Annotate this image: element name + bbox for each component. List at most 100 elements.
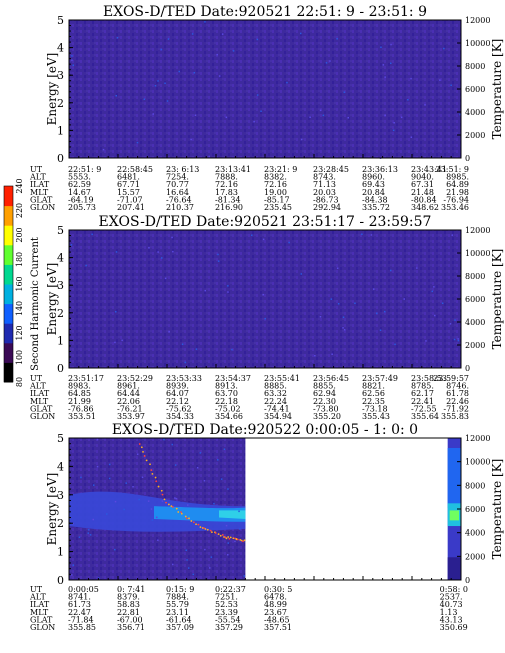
ephemeris-value: 22:51: 9 bbox=[68, 165, 101, 174]
temperature-point bbox=[219, 534, 222, 537]
ephemeris-value: 23:28:45 bbox=[313, 165, 349, 174]
speckle bbox=[424, 104, 426, 106]
ephemeris-value: 22.81 bbox=[117, 608, 140, 617]
speckle bbox=[449, 323, 452, 325]
ephemeris-value: 348.62 bbox=[411, 203, 439, 212]
ephemeris-row-label: UT bbox=[30, 374, 43, 383]
speckle bbox=[288, 241, 290, 244]
speckle bbox=[204, 289, 206, 292]
ephemeris-row-label: ALT bbox=[29, 173, 46, 182]
speckle bbox=[457, 339, 460, 342]
ephemeris-value: 63.32 bbox=[264, 389, 287, 398]
speckle bbox=[218, 75, 221, 77]
speckle bbox=[390, 62, 392, 64]
speckle bbox=[136, 141, 139, 144]
colorbar-segment bbox=[4, 244, 13, 265]
speckle bbox=[239, 528, 241, 530]
ephemeris-value: 355.20 bbox=[313, 412, 341, 421]
speckle bbox=[157, 251, 159, 253]
colorbar-label: Second Harmonic Current bbox=[30, 237, 41, 371]
speckle bbox=[188, 567, 190, 569]
ephemeris-value: 354.94 bbox=[264, 412, 292, 421]
ephemeris-value: 354.33 bbox=[166, 412, 194, 421]
temperature-point bbox=[142, 450, 144, 453]
speckle bbox=[190, 138, 192, 141]
ephemeris-value: 8913. bbox=[215, 382, 238, 391]
temperature-point bbox=[161, 493, 164, 496]
temperature-point bbox=[235, 538, 238, 541]
speckle bbox=[121, 339, 123, 342]
speckle bbox=[92, 518, 94, 521]
speckle bbox=[410, 77, 412, 80]
y-tick-label: 2 bbox=[57, 307, 64, 320]
ephemeris-value: 5553. bbox=[68, 173, 91, 182]
speckle bbox=[71, 59, 73, 61]
speckle bbox=[115, 95, 117, 97]
energy-band-peak bbox=[219, 510, 246, 519]
temperature-point bbox=[188, 517, 190, 520]
ephemeris-value: 0:00:05 bbox=[68, 585, 99, 594]
colorbar-segment bbox=[4, 225, 13, 246]
speckle bbox=[204, 21, 206, 23]
speckle bbox=[154, 85, 157, 87]
temperature-point bbox=[239, 538, 242, 541]
late-strip-low bbox=[447, 557, 461, 580]
ephemeris-value: 69.43 bbox=[362, 180, 385, 189]
ephemeris-value: 22.24 bbox=[264, 397, 287, 406]
speckle bbox=[213, 502, 215, 505]
speckle bbox=[178, 70, 180, 73]
speckle bbox=[325, 62, 328, 64]
temperature-point bbox=[180, 511, 182, 513]
ephemeris-row-label: ILAT bbox=[30, 600, 50, 609]
ephemeris-value: 356.71 bbox=[117, 623, 145, 632]
y-tick-label: 5 bbox=[57, 14, 64, 27]
speckle bbox=[196, 467, 199, 469]
ephemeris-value: 19.00 bbox=[264, 188, 287, 197]
speckle bbox=[204, 548, 206, 551]
ephemeris-value: 23:51: 9 bbox=[436, 165, 469, 174]
temperature-point bbox=[195, 523, 197, 526]
speckle bbox=[172, 250, 174, 253]
temperature-point bbox=[145, 459, 148, 462]
ephemeris-row-label: ILAT bbox=[30, 389, 50, 398]
speckle bbox=[330, 298, 333, 300]
ephemeris-value: 22.18 bbox=[215, 397, 238, 406]
ephemeris-value: 23:52:29 bbox=[117, 374, 153, 383]
ephemeris-row-label: GLAT bbox=[30, 404, 53, 413]
ephemeris-value: 0: 7:41 bbox=[117, 585, 145, 594]
speckle bbox=[167, 38, 170, 40]
ephemeris-row-label: UT bbox=[30, 165, 43, 174]
y2-tick-label: 8000 bbox=[465, 272, 485, 281]
speckle bbox=[329, 60, 331, 62]
speckle bbox=[216, 53, 218, 56]
temperature-point bbox=[140, 446, 143, 449]
colorbar-segment bbox=[4, 323, 13, 344]
speckle bbox=[343, 329, 346, 331]
ephemeris-value: 7884. bbox=[166, 593, 189, 602]
ephemeris-value: 55.79 bbox=[166, 600, 189, 609]
ephemeris-value: 17.83 bbox=[215, 188, 238, 197]
ephemeris-value: 61.78 bbox=[446, 389, 469, 398]
ephemeris-value: 8382. bbox=[264, 173, 287, 182]
y-tick-label: 0 bbox=[57, 574, 64, 587]
ephemeris-value: 64.85 bbox=[68, 389, 91, 398]
ephemeris-value: 62.94 bbox=[313, 389, 336, 398]
temperature-point bbox=[138, 443, 141, 445]
temperature-point bbox=[154, 476, 157, 479]
speckle bbox=[161, 500, 164, 502]
speckle bbox=[164, 277, 167, 280]
speckle bbox=[174, 464, 177, 466]
ephemeris-value: 210.37 bbox=[166, 203, 194, 212]
temperature-point bbox=[184, 515, 187, 518]
speckle bbox=[161, 257, 163, 259]
speckle bbox=[220, 478, 223, 480]
speckle bbox=[309, 116, 311, 118]
speckle bbox=[390, 269, 392, 272]
y-tick-label: 0 bbox=[57, 152, 64, 165]
ephemeris-value: 58.83 bbox=[117, 600, 140, 609]
speckle bbox=[314, 355, 316, 357]
temperature-point bbox=[185, 517, 188, 520]
y2-tick-label: 6000 bbox=[465, 295, 485, 304]
ephemeris-value: 8985. bbox=[446, 173, 469, 182]
